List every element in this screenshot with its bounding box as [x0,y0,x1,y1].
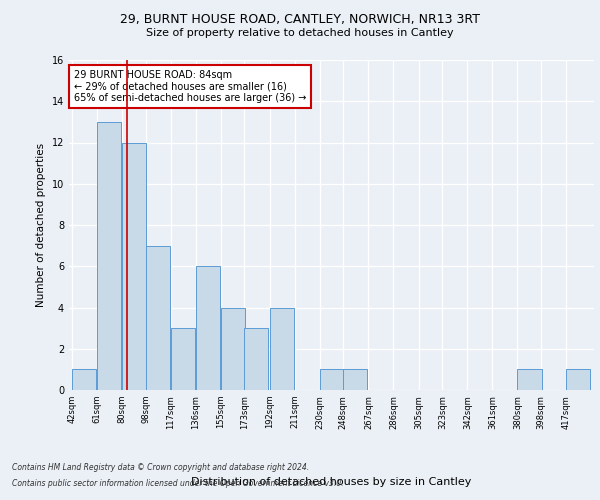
X-axis label: Distribution of detached houses by size in Cantley: Distribution of detached houses by size … [191,478,472,488]
Text: 29 BURNT HOUSE ROAD: 84sqm
← 29% of detached houses are smaller (16)
65% of semi: 29 BURNT HOUSE ROAD: 84sqm ← 29% of deta… [74,70,307,103]
Bar [343,370,367,390]
Bar [566,370,590,390]
Text: 29, BURNT HOUSE ROAD, CANTLEY, NORWICH, NR13 3RT: 29, BURNT HOUSE ROAD, CANTLEY, NORWICH, … [120,12,480,26]
Text: Contains HM Land Registry data © Crown copyright and database right 2024.: Contains HM Land Registry data © Crown c… [12,464,309,472]
Bar [170,328,194,390]
Bar [517,370,542,390]
Bar [196,266,220,390]
Bar [97,122,121,390]
Y-axis label: Number of detached properties: Number of detached properties [36,143,46,307]
Text: Size of property relative to detached houses in Cantley: Size of property relative to detached ho… [146,28,454,38]
Bar [221,308,245,390]
Bar [244,328,268,390]
Bar [269,308,293,390]
Bar [122,142,146,390]
Bar [71,370,95,390]
Bar [146,246,170,390]
Text: Contains public sector information licensed under the Open Government Licence v3: Contains public sector information licen… [12,478,343,488]
Bar [320,370,344,390]
